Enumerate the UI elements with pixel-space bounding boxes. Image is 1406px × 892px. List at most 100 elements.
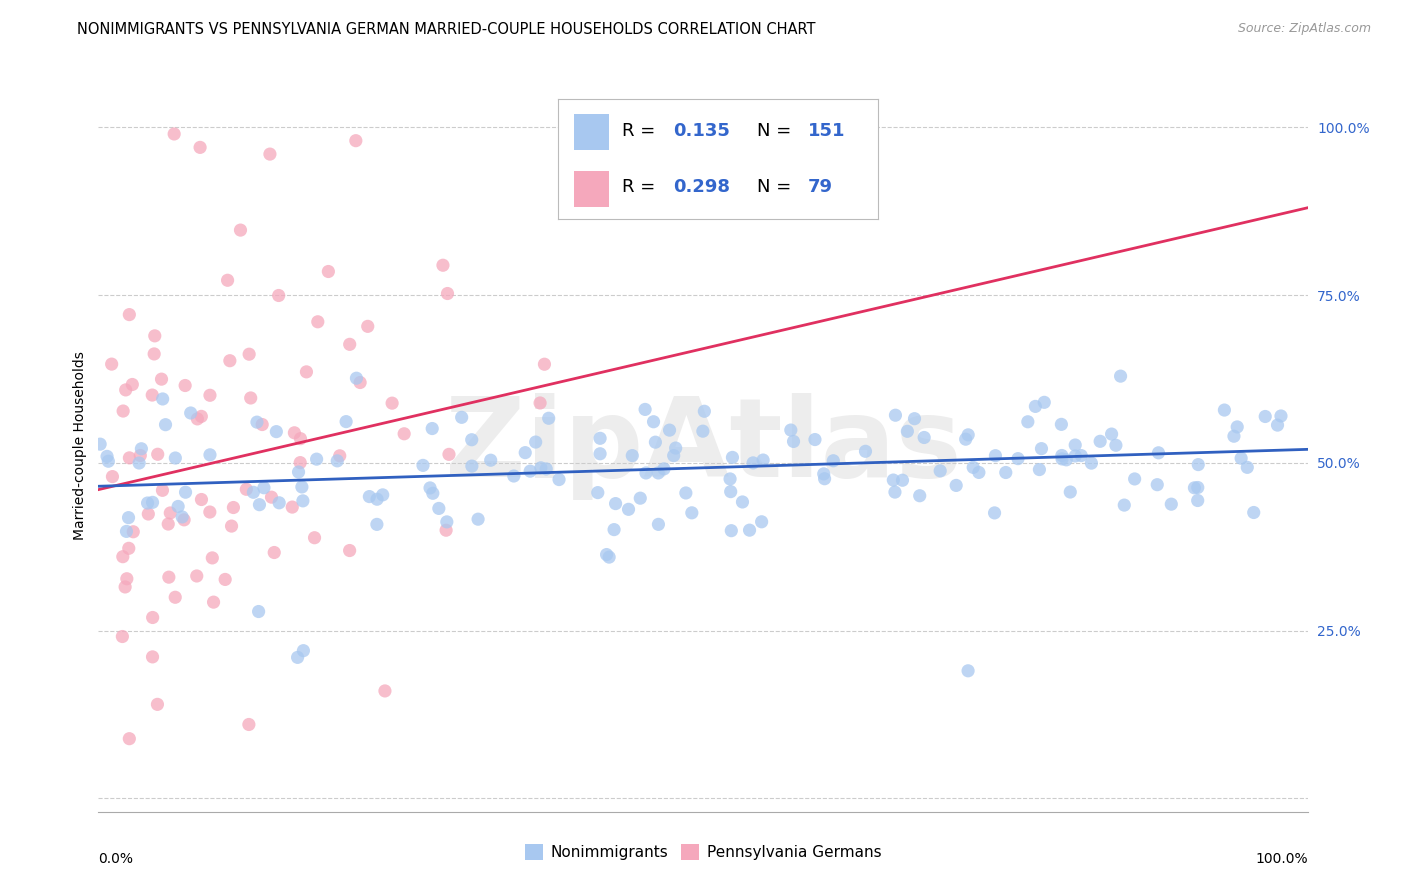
Point [152,392,174,406]
Point [97,454,120,468]
Point [647,466,669,480]
Text: NONIMMIGRANTS VS PENNSYLVANIA GERMAN MARRIED-COUPLE HOUSEHOLDS CORRELATION CHART: NONIMMIGRANTS VS PENNSYLVANIA GERMAN MAR… [77,22,815,37]
Point [229,223,252,237]
Point [174,485,197,500]
Point [903,411,925,425]
Point [335,415,357,429]
Point [537,411,560,425]
Point [984,449,1007,463]
Point [157,570,180,584]
Point [371,488,394,502]
Point [202,595,225,609]
Point [1230,451,1253,466]
Point [143,347,166,361]
Point [957,664,980,678]
Point [412,458,434,473]
Point [813,472,835,486]
Point [1024,400,1046,414]
Point [437,447,460,461]
Point [114,580,136,594]
Point [291,480,314,494]
Point [142,610,165,624]
Point [1267,418,1289,433]
Point [422,486,444,500]
Point [143,329,166,343]
Point [432,258,454,272]
Point [1088,434,1111,449]
Point [121,377,143,392]
Point [122,524,145,539]
Point [891,473,914,487]
Point [96,450,118,464]
Point [662,449,685,463]
Point [908,489,931,503]
Point [536,462,558,476]
Point [752,453,775,467]
Point [112,404,135,418]
Point [250,417,273,432]
Point [1050,452,1073,467]
Point [283,425,305,440]
Point [186,569,208,583]
Point [1254,409,1277,424]
Point [1147,446,1170,460]
Point [159,506,181,520]
Point [515,445,537,459]
Point [349,376,371,390]
Point [329,449,352,463]
Point [359,490,381,504]
Point [634,466,657,480]
Point [436,286,458,301]
Point [141,495,163,509]
Point [957,427,980,442]
Point [1050,449,1073,463]
Point [155,417,177,432]
Point [188,140,211,154]
Point [1187,493,1209,508]
Point [198,388,221,402]
Point [249,498,271,512]
Point [174,378,197,392]
Y-axis label: Married-couple Households: Married-couple Households [73,351,87,541]
Point [344,134,367,148]
Point [266,425,288,439]
Point [605,497,627,511]
Point [884,408,907,422]
Point [533,357,555,371]
Point [643,415,665,429]
Point [1114,498,1136,512]
Point [235,483,257,497]
Point [242,485,264,500]
Point [967,466,990,480]
Text: ZipAtlas: ZipAtlas [444,392,962,500]
Point [1213,403,1236,417]
Point [1243,506,1265,520]
Point [1070,449,1092,463]
Point [884,485,907,500]
Point [436,515,458,529]
Point [290,432,312,446]
Point [692,424,714,438]
Point [366,492,388,507]
Point [1064,438,1087,452]
Point [374,684,396,698]
Point [180,406,202,420]
Point [1054,453,1077,467]
Point [742,456,765,470]
Point [305,452,328,467]
Point [287,465,309,479]
Point [813,467,835,481]
Point [665,441,688,455]
Point [955,432,977,446]
Point [945,478,967,492]
Point [291,493,314,508]
Point [366,517,388,532]
Point [136,496,159,510]
Point [658,423,681,437]
Point [1226,420,1249,434]
Point [589,447,612,461]
Point [263,545,285,559]
Point [115,524,138,539]
Point [111,630,134,644]
Legend: Nonimmigrants, Pennsylvania Germans: Nonimmigrants, Pennsylvania Germans [519,838,887,866]
